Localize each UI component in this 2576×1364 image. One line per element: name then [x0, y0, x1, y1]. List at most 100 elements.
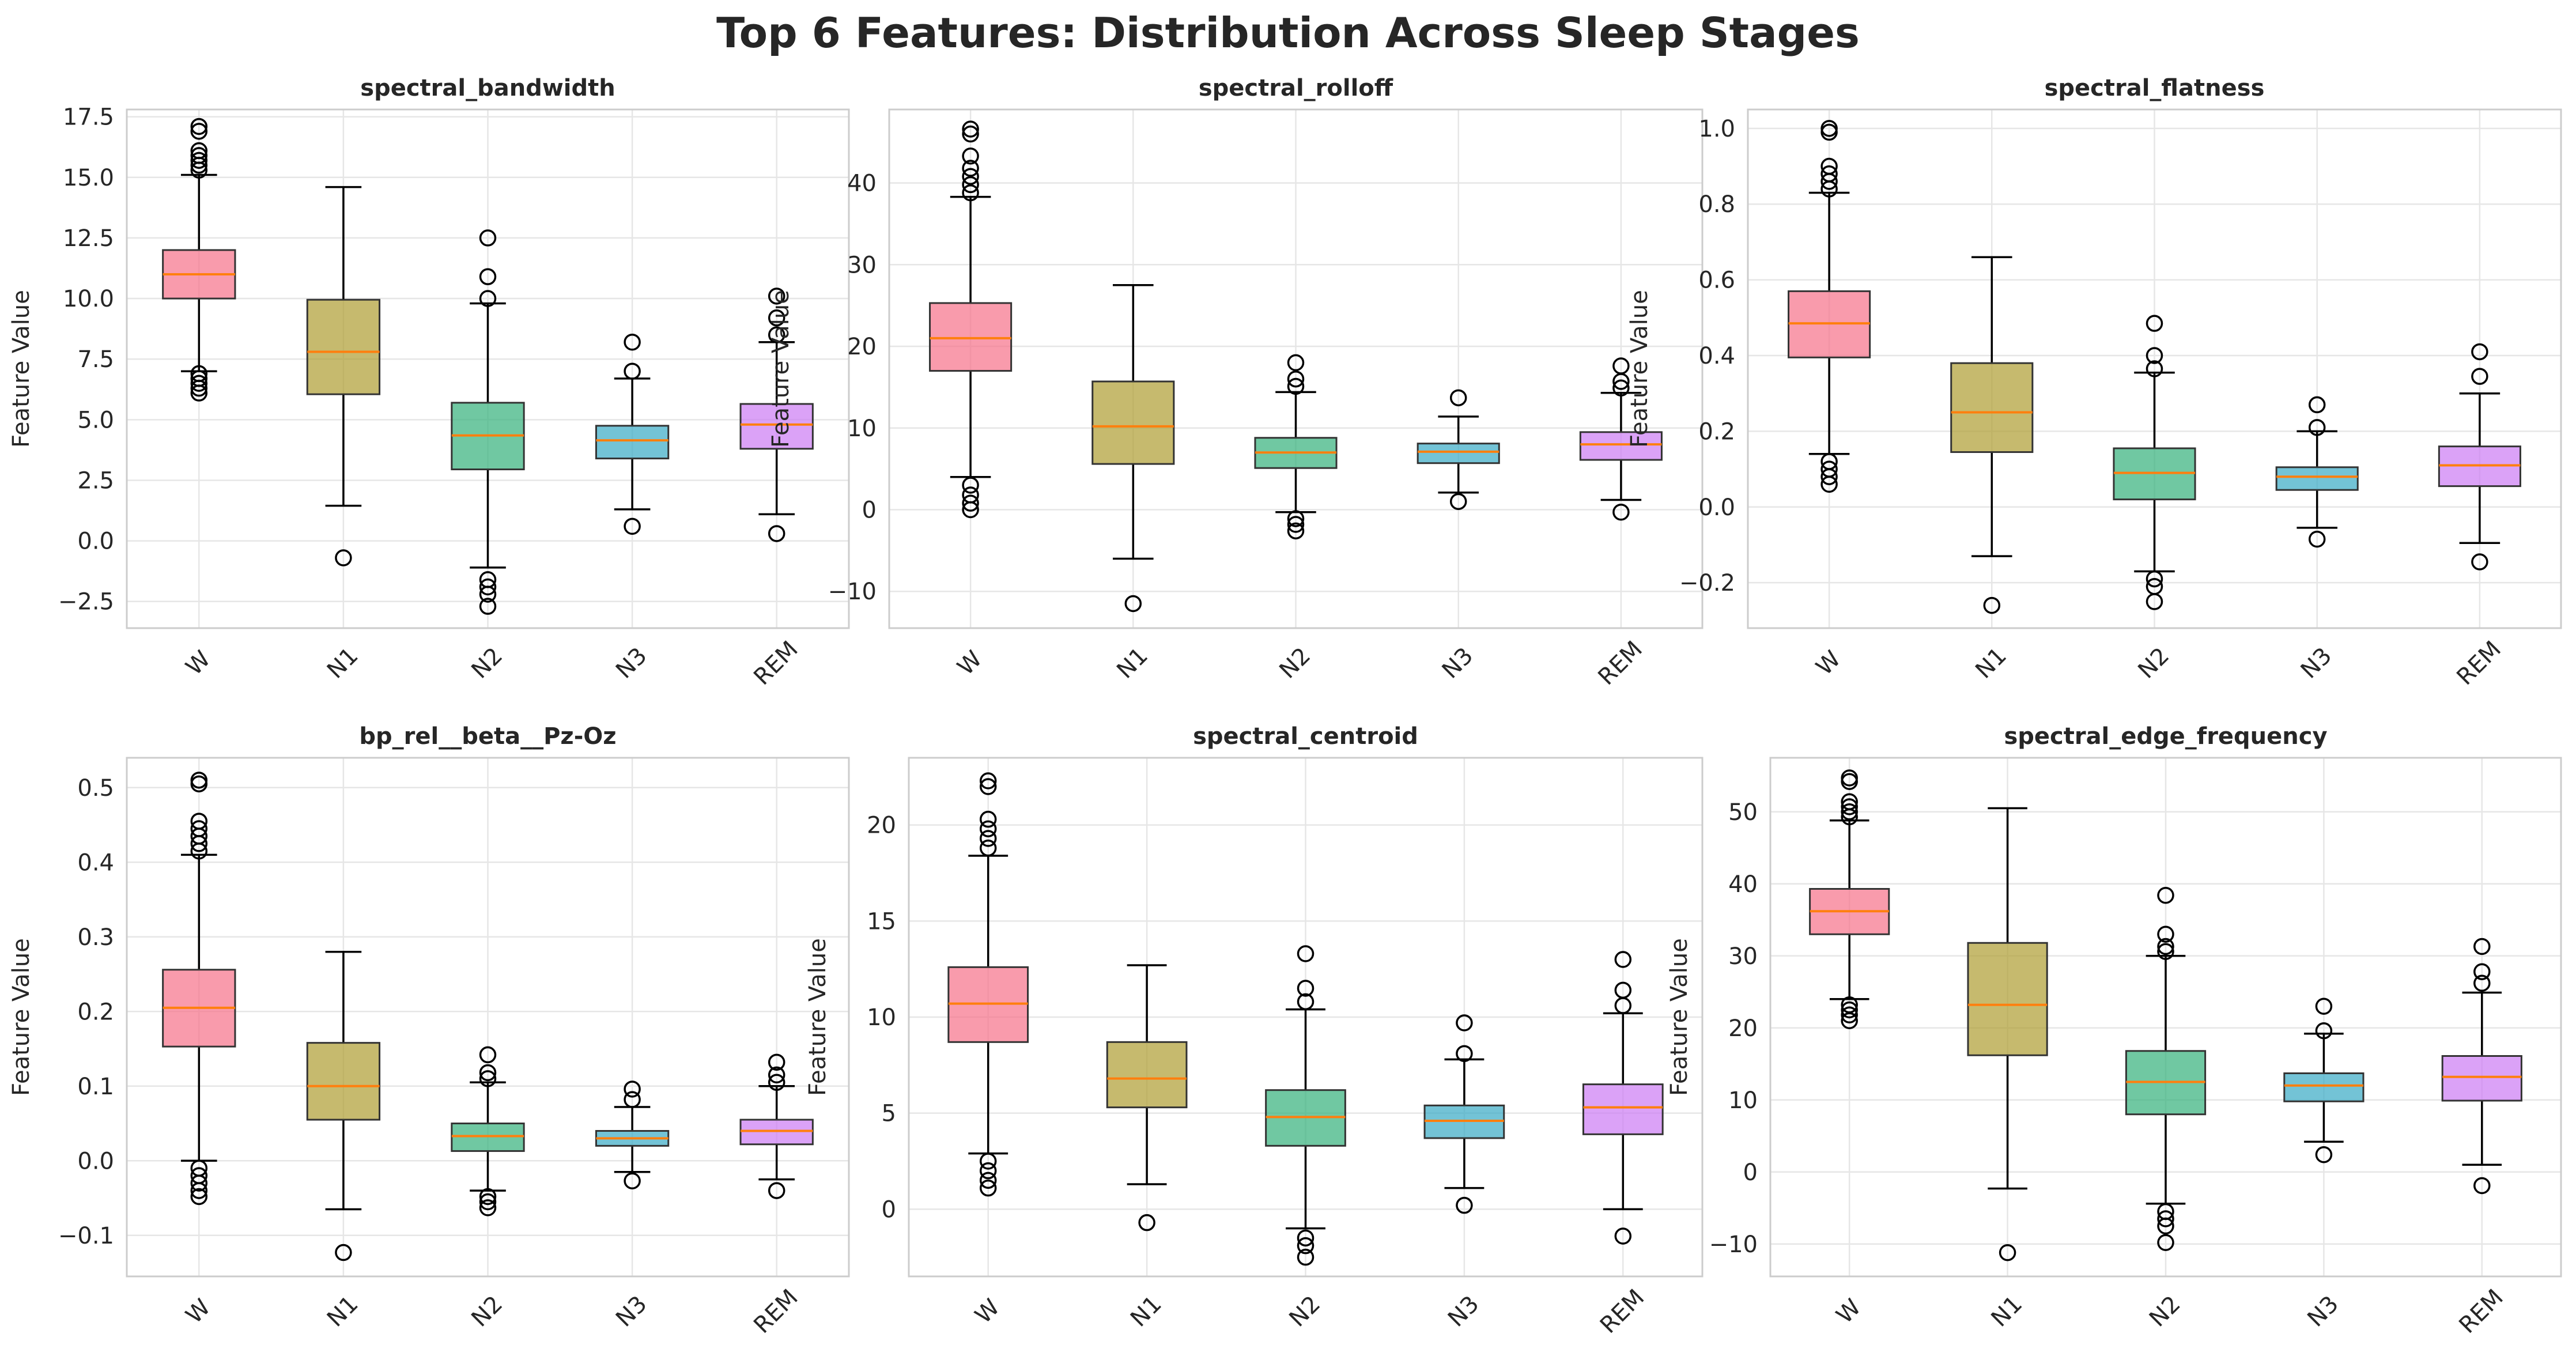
- outlier-point: [1999, 1244, 2016, 1261]
- outlier-point: [2471, 343, 2488, 361]
- outlier-point: [190, 365, 208, 383]
- outlier-point: [1124, 595, 1142, 613]
- box-iqr: [2441, 1055, 2522, 1102]
- figure-title: Top 6 Features: Distribution Across Slee…: [716, 9, 1860, 57]
- y-tick-label: 0.4: [1698, 343, 1735, 369]
- subplot-3: −0.20.00.20.40.60.81.0W N1 N2 N3 REMspectral…: [1626, 75, 2562, 690]
- y-tick-label: 0.1: [77, 1074, 114, 1100]
- outlier-point: [190, 142, 208, 160]
- y-tick-label: 40: [847, 171, 877, 197]
- box-REM: [1579, 357, 1663, 521]
- outlier-point: [1841, 793, 1858, 810]
- box-N3: [1417, 389, 1500, 511]
- y-tick-label: 5: [882, 1101, 896, 1127]
- y-tick-label: 0: [882, 1196, 896, 1223]
- outlier-point: [962, 168, 979, 185]
- outlier-point: [2157, 1234, 2174, 1251]
- outlier-point: [979, 1162, 997, 1180]
- box-N1: [1967, 807, 2048, 1261]
- plot-frame: [126, 757, 850, 1278]
- outlier-point: [624, 362, 641, 380]
- y-tick-label: 0.0: [77, 528, 114, 555]
- outlier-point: [962, 184, 979, 202]
- y-tick-label: 30: [847, 252, 877, 278]
- outlier-point: [2308, 419, 2326, 436]
- outlier-point: [479, 571, 497, 588]
- outlier-point: [479, 1199, 497, 1216]
- outlier-point: [335, 549, 352, 566]
- box-REM: [739, 1053, 814, 1199]
- outlier-point: [1841, 769, 1858, 787]
- outlier-point: [2157, 1210, 2174, 1227]
- outlier-point: [479, 268, 497, 285]
- box-iqr: [306, 299, 381, 395]
- box-N1: [1106, 964, 1188, 1231]
- outlier-point: [624, 333, 641, 351]
- outlier-point: [1614, 951, 1632, 968]
- subplot-title: spectral_centroid: [1193, 723, 1418, 750]
- box-W: [1788, 120, 1871, 493]
- box-N2: [2125, 887, 2207, 1251]
- y-axis-label: Feature Value: [804, 938, 831, 1096]
- subplot-title: spectral_edge_frequency: [2004, 723, 2327, 750]
- outlier-point: [2308, 396, 2326, 414]
- box-iqr: [1579, 431, 1663, 461]
- box-N2: [2113, 315, 2196, 610]
- outlier-point: [1287, 354, 1305, 372]
- outlier-point: [1841, 996, 1858, 1014]
- outlier-point: [2308, 530, 2326, 548]
- box-W: [1809, 769, 1890, 1029]
- box-REM: [2441, 938, 2522, 1195]
- y-tick-label: 0.8: [1698, 191, 1735, 218]
- outlier-point: [190, 118, 208, 135]
- outlier-point: [479, 1064, 497, 1082]
- outlier-point: [979, 778, 997, 795]
- outlier-point: [1820, 120, 1838, 137]
- outlier-point: [1820, 460, 1838, 478]
- outlier-point: [479, 1046, 497, 1064]
- box-N3: [595, 333, 670, 535]
- outlier-point: [190, 370, 208, 387]
- outlier-point: [2473, 1177, 2491, 1195]
- outlier-point: [2146, 360, 2163, 377]
- subplot-title: spectral_rolloff: [1199, 75, 1393, 101]
- outlier-point: [479, 229, 497, 247]
- outlier-point: [1287, 370, 1305, 388]
- outlier-point: [1456, 1045, 1473, 1063]
- box-N2: [451, 229, 525, 615]
- y-tick-label: 7.5: [77, 346, 114, 373]
- outlier-point: [190, 123, 208, 140]
- y-tick-label: 12.5: [63, 225, 114, 252]
- outlier-point: [2157, 925, 2174, 943]
- box-N1: [1950, 256, 2034, 614]
- y-tick-label: 0.6: [1698, 267, 1735, 294]
- outlier-point: [190, 1167, 208, 1184]
- y-tick-label: 15.0: [63, 165, 114, 191]
- y-tick-label: 40: [1728, 871, 1758, 898]
- outlier-point: [2157, 1203, 2174, 1221]
- y-tick-label: 10.0: [63, 286, 114, 312]
- outlier-point: [190, 772, 208, 789]
- outlier-point: [962, 125, 979, 143]
- outlier-point: [624, 1080, 641, 1098]
- outlier-point: [2315, 1022, 2333, 1040]
- outlier-point: [624, 1091, 641, 1108]
- outlier-point: [768, 326, 785, 343]
- outlier-point: [479, 1070, 497, 1087]
- outlier-point: [1287, 522, 1305, 540]
- y-tick-label: 10: [1728, 1087, 1758, 1114]
- y-tick-label: 20: [847, 334, 877, 360]
- outlier-point: [768, 288, 785, 305]
- outlier-point: [190, 1188, 208, 1206]
- y-tick-label: 0: [1743, 1159, 1758, 1186]
- subplot-1: −2.50.02.55.07.510.012.515.017.5W N1 N2 N3 R…: [8, 75, 850, 690]
- y-tick-label: 0.2: [1698, 418, 1735, 445]
- plot-frame: [1747, 108, 2562, 629]
- outlier-point: [2473, 974, 2491, 992]
- outlier-point: [1297, 1248, 1315, 1266]
- outlier-point: [768, 1053, 785, 1071]
- outlier-point: [2157, 943, 2174, 960]
- box-iqr: [1417, 443, 1500, 464]
